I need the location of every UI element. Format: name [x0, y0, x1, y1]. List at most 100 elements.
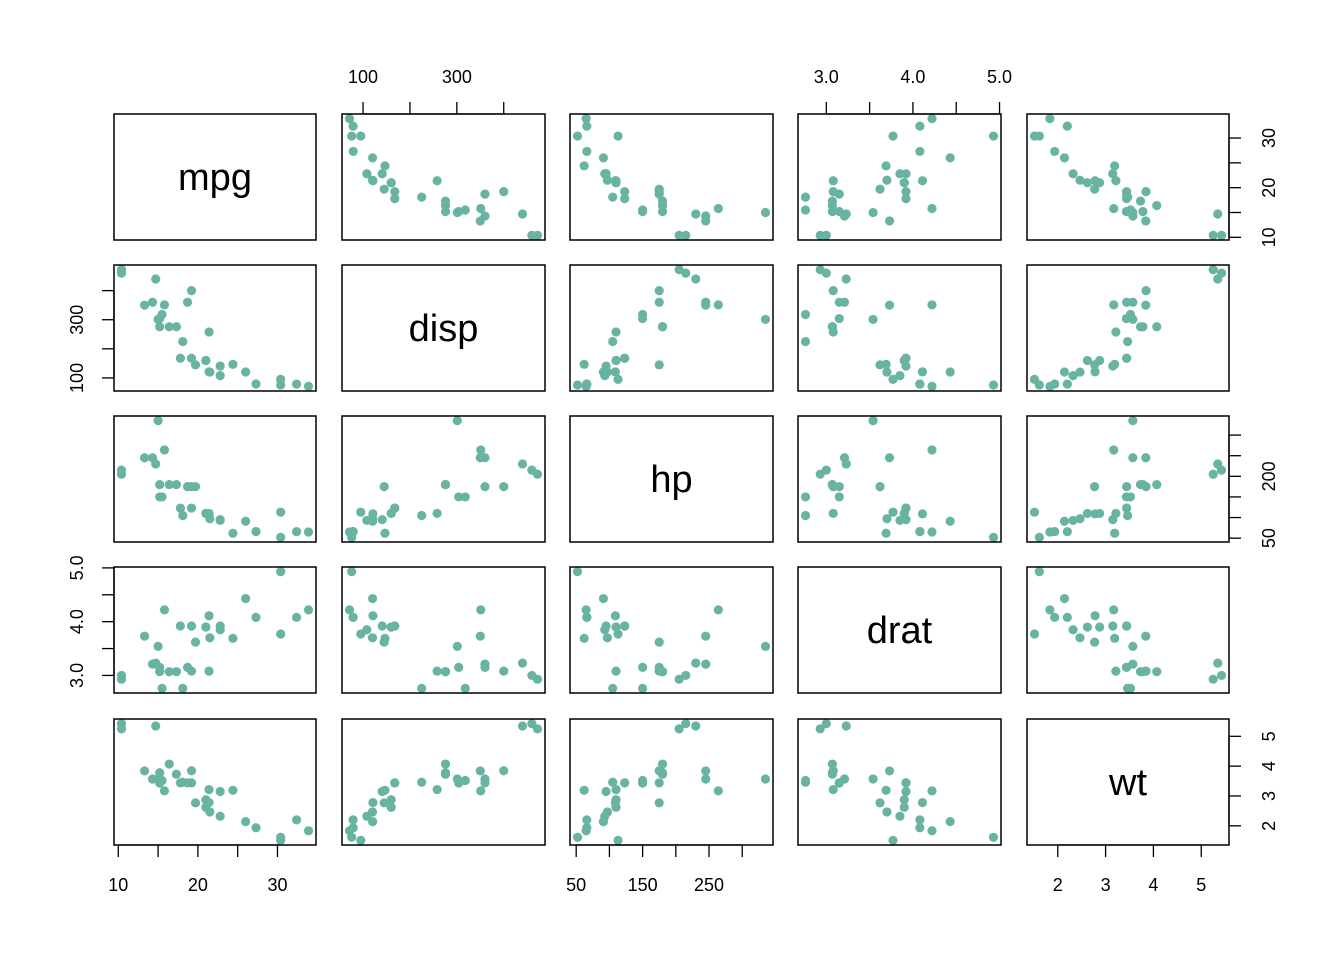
point-hp-vs-drat — [901, 503, 911, 513]
point-hp-vs-mpg — [303, 527, 314, 537]
point-drat-vs-mpg — [276, 567, 286, 577]
point-hp-vs-mpg — [178, 510, 188, 521]
point-disp-vs-mpg — [178, 336, 188, 347]
tick-label-wt: 5 — [1259, 731, 1279, 741]
tick-label-hp: 50 — [1259, 528, 1279, 548]
point-drat-vs-wt — [1152, 667, 1162, 677]
tick-label-drat: 3.0 — [814, 67, 839, 87]
point-wt-vs-drat — [915, 823, 925, 833]
point-disp-vs-hp — [620, 353, 630, 363]
point-hp-vs-disp — [432, 508, 442, 519]
point-wt-vs-disp — [348, 823, 358, 833]
point-disp-vs-wt — [1141, 286, 1151, 296]
point-drat-vs-hp — [601, 621, 611, 631]
point-disp-vs-wt — [1090, 367, 1100, 377]
point-mpg-vs-drat — [882, 175, 892, 185]
point-wt-vs-drat — [827, 759, 837, 769]
point-mpg-vs-hp — [760, 207, 771, 218]
tick-label-disp: 300 — [67, 305, 87, 335]
point-mpg-vs-hp — [657, 206, 668, 217]
panel-frame-mpg-wt — [1026, 113, 1230, 241]
point-disp-vs-hp — [638, 313, 648, 324]
point-wt-vs-disp — [379, 798, 389, 808]
tick-label-mpg: 30 — [1259, 128, 1279, 148]
point-mpg-vs-hp — [582, 146, 592, 157]
point-mpg-vs-disp — [379, 184, 389, 194]
point-hp-vs-wt — [1122, 510, 1133, 521]
point-hp-vs-wt — [1075, 514, 1085, 524]
point-mpg-vs-wt — [1082, 178, 1093, 188]
point-disp-vs-mpg — [190, 360, 201, 370]
point-mpg-vs-disp — [356, 131, 366, 141]
point-wt-vs-drat — [917, 797, 928, 808]
point-hp-vs-disp — [460, 492, 470, 502]
point-mpg-vs-hp — [608, 192, 618, 202]
point-disp-vs-drat — [895, 370, 905, 381]
point-hp-vs-mpg — [151, 459, 161, 469]
point-wt-vs-disp — [452, 774, 462, 784]
tick-label-drat: 5.0 — [987, 67, 1012, 87]
point-wt-vs-disp — [417, 777, 427, 787]
point-hp-vs-drat — [917, 509, 928, 519]
point-hp-vs-mpg — [175, 503, 185, 513]
point-disp-vs-mpg — [159, 300, 170, 310]
point-mpg-vs-hp — [691, 209, 701, 219]
point-disp-vs-wt — [1141, 300, 1151, 310]
tick-label-mpg: 10 — [1259, 227, 1279, 247]
diagonal-label-wt: wt — [1108, 762, 1147, 804]
point-hp-vs-disp — [379, 482, 389, 492]
point-disp-vs-hp — [572, 380, 583, 390]
point-drat-vs-hp — [613, 629, 623, 639]
point-drat-vs-disp — [367, 593, 378, 604]
point-mpg-vs-disp — [348, 146, 358, 157]
point-wt-vs-hp — [610, 797, 620, 808]
point-wt-vs-mpg — [204, 784, 214, 795]
point-wt-vs-mpg — [228, 785, 238, 795]
point-drat-vs-hp — [579, 633, 589, 643]
panel-frame-disp-wt — [1026, 264, 1230, 392]
panel-frame-disp-disp — [341, 264, 546, 392]
panel-frame-wt-drat — [797, 718, 1002, 846]
point-wt-vs-disp — [367, 817, 378, 827]
point-wt-vs-drat — [815, 724, 825, 734]
point-drat-vs-mpg — [186, 666, 197, 676]
point-wt-vs-drat — [841, 721, 851, 731]
point-hp-vs-drat — [901, 515, 911, 525]
point-drat-vs-hp — [760, 641, 771, 651]
point-wt-vs-disp — [476, 786, 486, 796]
point-mpg-vs-hp — [582, 121, 592, 131]
point-disp-vs-drat — [917, 367, 928, 377]
point-hp-vs-wt — [1034, 532, 1044, 542]
point-drat-vs-disp — [379, 637, 389, 647]
point-mpg-vs-disp — [380, 161, 390, 171]
point-drat-vs-wt — [1141, 631, 1151, 641]
point-hp-vs-mpg — [204, 509, 214, 519]
point-mpg-vs-drat — [915, 121, 925, 131]
point-hp-vs-drat — [888, 507, 898, 517]
point-wt-vs-drat — [895, 811, 905, 821]
point-disp-vs-mpg — [186, 286, 197, 296]
point-mpg-vs-wt — [1141, 216, 1151, 226]
point-mpg-vs-disp — [475, 216, 485, 226]
point-wt-vs-disp — [386, 802, 396, 812]
point-drat-vs-hp — [701, 631, 711, 641]
point-wt-vs-disp — [432, 784, 442, 795]
point-drat-vs-hp — [654, 666, 664, 676]
point-wt-vs-drat — [901, 786, 911, 797]
point-disp-vs-wt — [1062, 379, 1072, 389]
point-drat-vs-wt — [1089, 637, 1100, 647]
point-hp-vs-wt — [1208, 469, 1218, 479]
point-hp-vs-disp — [417, 510, 427, 521]
point-hp-vs-wt — [1089, 482, 1100, 492]
point-disp-vs-wt — [1068, 370, 1078, 381]
point-drat-vs-wt — [1108, 621, 1118, 631]
point-drat-vs-hp — [701, 659, 711, 669]
point-hp-vs-wt — [1122, 482, 1132, 492]
tick-label-drat: 5.0 — [67, 555, 87, 580]
point-disp-vs-hp — [691, 274, 701, 284]
point-mpg-vs-disp — [417, 192, 427, 202]
point-mpg-vs-hp — [620, 187, 630, 197]
point-wt-vs-drat — [927, 786, 937, 796]
point-mpg-vs-wt — [1135, 196, 1146, 206]
point-drat-vs-wt — [1216, 670, 1227, 681]
